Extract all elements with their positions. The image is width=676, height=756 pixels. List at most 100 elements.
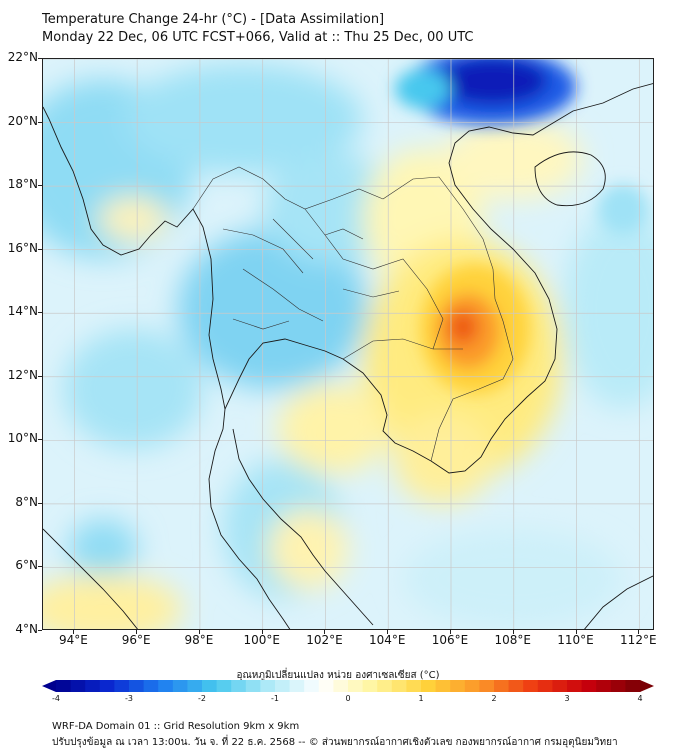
lon-tick <box>136 630 138 634</box>
colorbar-tick-label: 4 <box>637 694 643 703</box>
coast-malay-peninsula-east <box>232 428 374 626</box>
lat-tick <box>38 630 42 631</box>
lon-tick <box>198 630 200 634</box>
colorbar-segment <box>406 680 422 692</box>
colorbar-segment <box>494 680 510 692</box>
coast-borneo <box>584 575 653 629</box>
colorbar-segment <box>187 680 203 692</box>
colorbar-segment <box>231 680 247 692</box>
colorbar-segment <box>508 680 524 692</box>
colorbar-segment <box>333 680 349 692</box>
country-borders <box>192 166 514 462</box>
colorbar-segment <box>158 680 174 692</box>
lat-tick-label: 16°N <box>7 240 38 255</box>
lat-tick-label: 14°N <box>7 304 38 319</box>
update-info: ปรับปรุงข้อมูล ณ เวลา 13:00น. วัน จ. ที่… <box>52 737 618 748</box>
lon-tick <box>450 630 451 634</box>
colorbar-segment <box>85 680 101 692</box>
colorbar-segment <box>391 680 407 692</box>
colorbar-tick-label: -1 <box>271 694 279 703</box>
colorbar-segment <box>318 680 334 692</box>
lon-tick-label: 94°E <box>58 633 88 647</box>
lon-tick-label: 104°E <box>368 633 406 647</box>
cool-patch-east-sea <box>563 209 653 409</box>
colorbar-segment <box>625 680 641 692</box>
lon-tick-label: 96°E <box>121 633 151 647</box>
coast-myanmar-west <box>43 106 226 410</box>
lat-tick <box>38 248 42 250</box>
coast-vietnam <box>430 83 653 474</box>
lat-tick <box>38 185 42 187</box>
cool-patch-northwest <box>123 64 363 174</box>
cool-patch-central-thailand <box>178 229 368 389</box>
warm-patch-peninsula <box>268 509 348 589</box>
lon-tick-label: 110°E <box>557 633 594 647</box>
lat-tick-label: 6°N <box>15 558 38 573</box>
model-info: WRF-DA Domain 01 :: Grid Resolution 9km … <box>52 721 300 732</box>
chart-subtitle: Monday 22 Dec, 06 UTC FCST+066, Valid at… <box>42 30 474 45</box>
colorbar <box>42 680 654 692</box>
cool-core-east <box>598 184 648 234</box>
lat-tick <box>38 375 42 377</box>
colorbar-min-arrow <box>42 680 56 692</box>
colorbar-tick-label: 2 <box>491 694 497 703</box>
colorbar-segment <box>172 680 188 692</box>
coastlines <box>43 83 653 629</box>
colorbar-segment <box>523 680 539 692</box>
colorbar-segment <box>377 680 393 692</box>
colorbar-segment <box>202 680 218 692</box>
colorbar-segment <box>275 680 291 692</box>
lon-tick <box>73 630 75 634</box>
lon-tick <box>387 630 389 634</box>
colorbar-max-arrow <box>640 680 654 692</box>
colorbar-segment <box>581 680 597 692</box>
warm-patch-south-land <box>43 574 183 629</box>
lon-tick-label: 98°E <box>184 633 214 647</box>
colorbar-segment <box>129 680 145 692</box>
colorbar-tick-label: -3 <box>125 694 133 703</box>
lon-tick <box>575 630 577 634</box>
lat-tick-label: 4°N <box>15 622 38 636</box>
lat-tick-label: 20°N <box>7 113 38 128</box>
colorbar-segment <box>348 680 364 692</box>
colorbar-segment <box>464 680 480 692</box>
border-thailand-myanmar <box>192 166 384 210</box>
lon-tick-label: 102°E <box>306 633 343 647</box>
lat-tick <box>38 58 42 59</box>
border-laos-vietnam <box>382 176 504 322</box>
coast-sumatra <box>43 528 138 629</box>
colorbar-segment <box>479 680 495 692</box>
colorbar-segment <box>99 680 115 692</box>
colorbar-segment <box>289 680 305 692</box>
coast-hainan <box>534 151 606 207</box>
colorbar-segment <box>245 680 261 692</box>
colorbar-tick-label: 1 <box>418 694 424 703</box>
warm-patch-hainan-sea <box>443 119 583 199</box>
cool-patch-andaman <box>63 329 203 449</box>
colorbar-segment <box>216 680 232 692</box>
warm-patch-gulf <box>278 384 388 474</box>
colorbar-segment <box>537 680 553 692</box>
lat-tick-label: 8°N <box>15 494 38 509</box>
colorbar-segment <box>567 680 583 692</box>
lat-tick <box>38 566 42 568</box>
cool-patch-south-sea <box>403 529 623 629</box>
lon-tick <box>324 630 326 634</box>
colorbar-tick-label: -2 <box>198 694 206 703</box>
lon-tick <box>261 630 263 634</box>
lon-tick-label: 112°E <box>620 633 657 647</box>
lon-tick-label: 108°E <box>494 633 532 647</box>
chart-title: Temperature Change 24-hr (°C) - [Data As… <box>42 12 385 27</box>
temperature-map[interactable] <box>42 58 654 630</box>
colorbar-segment <box>70 680 86 692</box>
colorbar-segment <box>596 680 612 692</box>
colorbar-segment <box>362 680 378 692</box>
warm-core-max <box>448 310 478 344</box>
colorbar-label: อุณหภูมิเปลี่ยนแปลง หน่วย องศาเซลเซียส (… <box>236 670 440 681</box>
colorbar-segment <box>421 680 437 692</box>
temperature-field <box>43 64 653 629</box>
colorbar-tick-label: 0 <box>345 694 351 703</box>
lon-tick <box>512 630 514 634</box>
cool-patch-sw <box>68 519 138 579</box>
cold-core-fringe <box>395 69 451 109</box>
